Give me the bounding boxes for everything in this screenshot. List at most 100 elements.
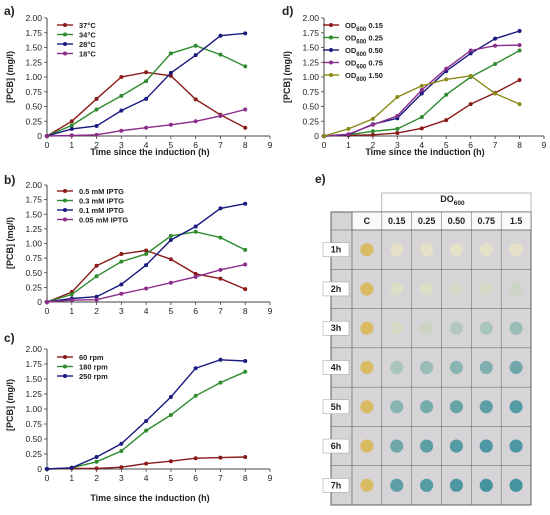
chart-c: c) Time since the induction (h) [PCB] (m… [4,331,273,503]
data-point [193,53,198,58]
well-spot [360,282,374,296]
data-point [444,118,449,123]
y-tick-label: 0.50 [302,102,319,112]
data-point [243,247,248,252]
y-tick-label: 0.25 [25,116,42,126]
do600-header: DO600 [440,194,465,207]
legend-label: OD600 0.15 [345,21,383,33]
y-tick-label: 1.00 [302,72,319,82]
data-point [493,36,498,41]
y-tick-label: 1.50 [25,209,42,219]
well-spot [449,321,463,335]
well-spot [420,243,434,257]
well-spot [449,439,463,453]
y-tick-label: 2.00 [302,13,319,23]
data-point [144,428,149,433]
legend-marker [329,23,333,27]
data-point [517,102,522,107]
x-tick-label: 3 [119,306,124,316]
data-point [243,64,248,69]
legend-marker [63,355,67,359]
row-label: 2h [331,284,342,294]
well-spot [390,478,404,492]
data-point [395,95,400,100]
well-spot [479,282,493,296]
y-tick-label: 0.25 [25,449,42,459]
legend-label: OD600 0.75 [345,59,383,71]
data-point [144,419,149,423]
well-spot [360,478,374,492]
x-axis-title-d: Time since the induction (h) [365,147,484,157]
y-tick-label: 1.00 [25,404,42,414]
row-label-box [322,281,350,297]
data-point [168,122,173,127]
legend-marker [63,198,67,203]
data-point [243,125,248,130]
x-tick-label: 3 [395,140,400,150]
x-tick-label: 8 [517,140,522,150]
series-3 [322,43,522,138]
data-point [243,107,248,112]
data-point [168,233,173,238]
data-point [193,271,198,276]
well-spot [479,243,493,257]
data-point [168,237,173,242]
y-tick-label: 1.25 [25,224,42,234]
y-tick-label: 1.00 [25,72,42,82]
well-spot [479,400,493,414]
x-axis-title-c: Time since the induction (h) [90,493,209,503]
data-point [243,369,248,374]
chart-a: a) Time since the induction (h) [PCB] (m… [4,4,273,157]
data-point [94,294,99,299]
data-point [119,449,124,453]
y-tick-label: 2.00 [25,180,42,190]
x-tick-label: 9 [268,473,273,483]
data-point [94,107,99,112]
x-tick-label: 8 [243,140,248,150]
data-point [119,75,124,79]
series-3 [45,262,248,304]
data-point [69,133,74,138]
legend-label: 0.5 mM IPTG [79,187,124,196]
data-point [45,300,49,304]
well-spot [360,360,374,375]
data-point [69,123,74,128]
legend-marker [63,23,67,27]
legend-label: 60 rpm [79,353,104,362]
data-point [493,62,498,67]
series-3 [45,107,248,138]
data-point [168,395,173,399]
column-header: 0.15 [388,216,406,226]
x-tick-label: 5 [444,140,449,150]
data-point [94,297,99,302]
data-point [346,126,351,131]
row-label: 1h [331,245,342,255]
x-tick-label: 9 [268,306,273,316]
legend-marker [63,189,67,193]
x-tick-label: 2 [371,140,376,150]
data-point [243,262,248,267]
legend-label: OD600 0.50 [345,46,383,58]
column-header: 0.25 [418,216,436,226]
y-tick-label: 0.50 [25,102,42,112]
data-point [517,48,522,53]
well-spot [390,243,404,257]
data-point [144,96,149,101]
x-tick-label: 4 [144,473,149,483]
plate-panel: e) DO600 C 0.15 0.25 0.50 0.75 1.5 1h 2h 3h 4h 5h 6h… [315,172,532,506]
data-point [419,83,424,88]
well-spot [479,321,493,335]
data-point [395,131,400,136]
y-tick-label: 1.75 [25,195,42,205]
panel-letter-c: c) [4,331,15,345]
data-point [94,466,99,471]
row-label-box [322,438,350,454]
well-spot [420,439,434,453]
well-spot [390,360,404,375]
data-point [144,79,149,84]
row-label: 3h [331,323,342,333]
data-point [370,116,375,121]
chart-b: b) [PCB] (mg/l) 0 0.25 0.50 0.75 1.00 1.25 1.5… [4,173,273,316]
data-point [94,123,99,128]
data-point [419,91,424,96]
